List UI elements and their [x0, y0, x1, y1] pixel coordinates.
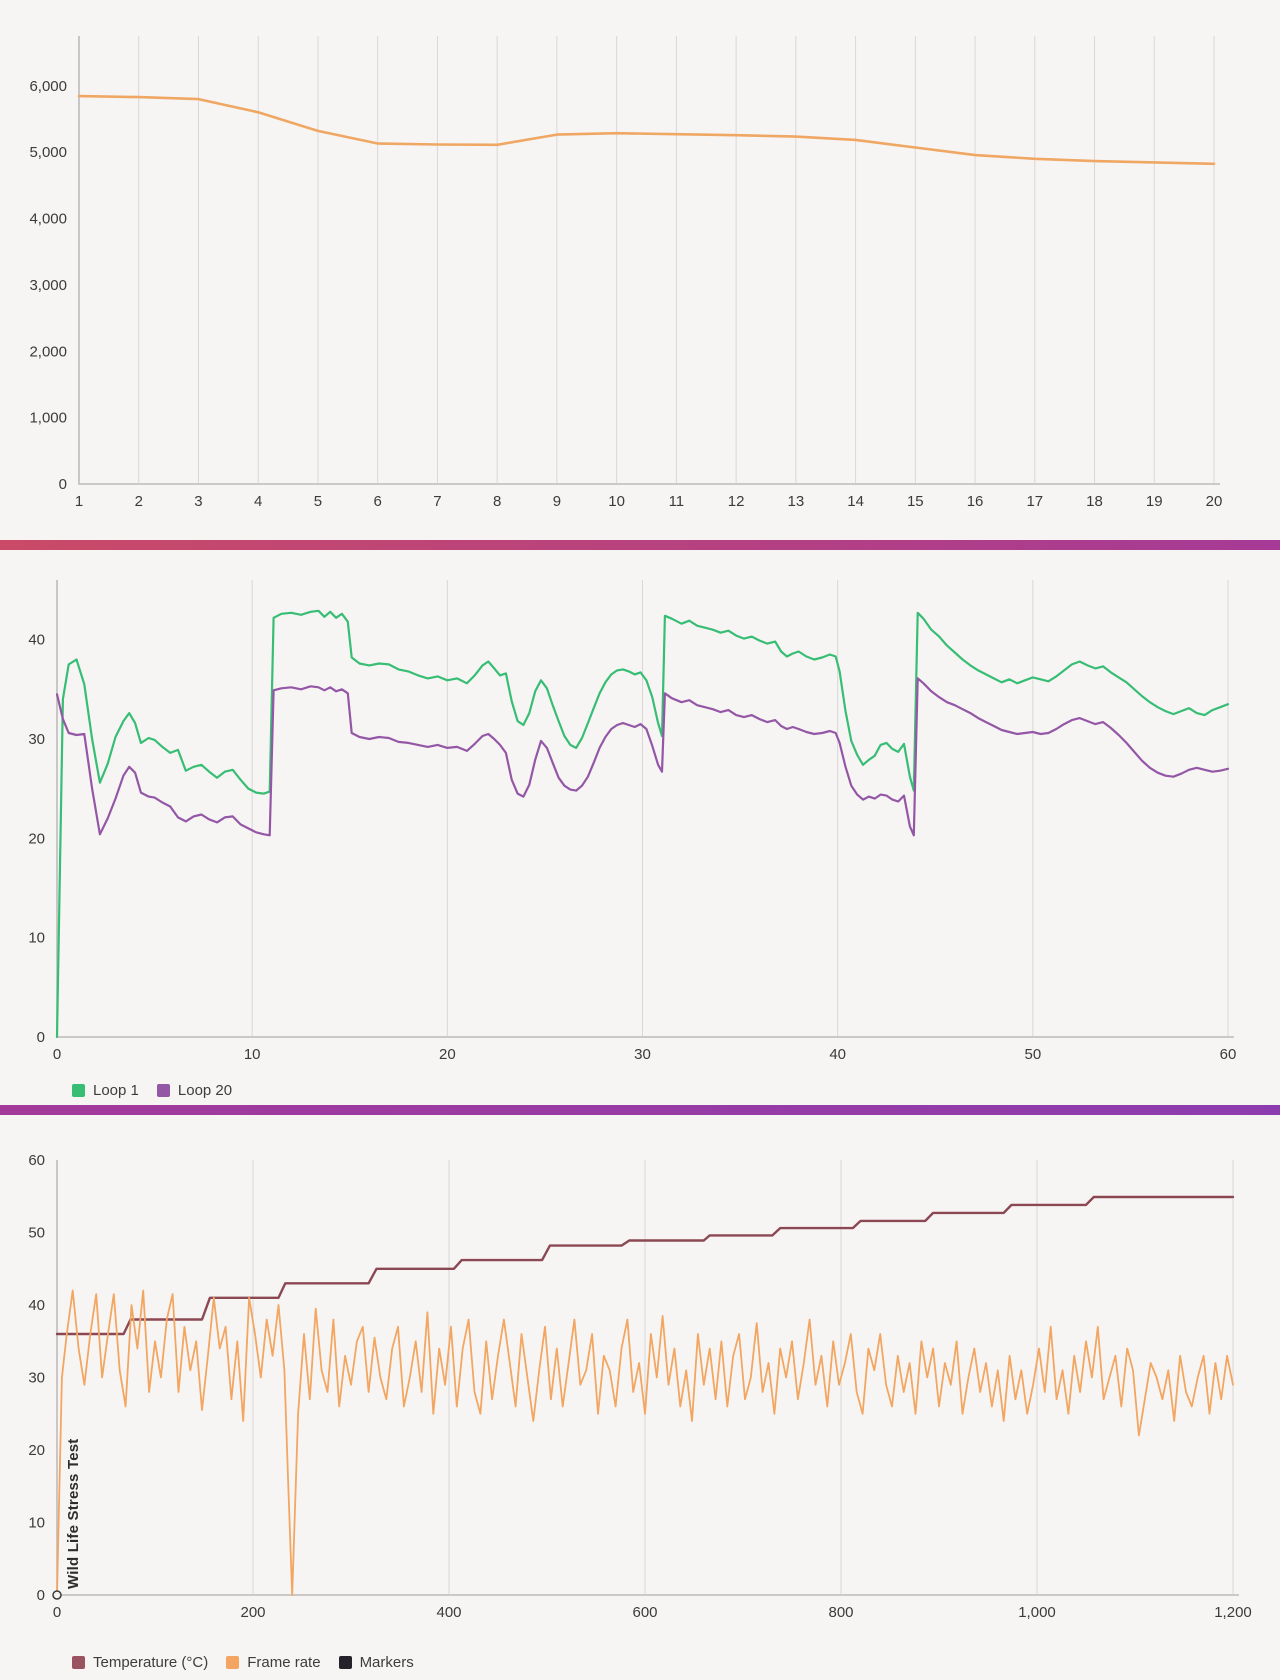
y-tick-label: 30: [28, 731, 45, 748]
x-tick-label: 18: [1086, 493, 1103, 510]
x-tick-label: 0: [53, 1604, 61, 1621]
x-tick-label: 8: [493, 493, 501, 510]
legend-label: Frame rate: [247, 1653, 321, 1671]
x-tick-label: 12: [728, 493, 745, 510]
x-tick-label: 17: [1026, 493, 1043, 510]
x-tick-label: 600: [632, 1604, 657, 1621]
x-tick-label: 5: [314, 493, 322, 510]
axis-title: Wild Life Stress Test: [65, 1439, 82, 1590]
legend-label: Loop 1: [93, 1082, 139, 1099]
x-tick-label: 20: [1206, 493, 1223, 510]
series-loop-score: [77, 94, 1216, 166]
series-frame-rate: [56, 1289, 1234, 1596]
x-tick-label: 11: [669, 493, 685, 510]
x-tick-label: 7: [433, 493, 441, 510]
x-tick-label: 3: [194, 493, 202, 510]
series-loop-1: [55, 609, 1230, 1039]
stress-test-timeline-section: 0 10 20 30 40 50 60 0 200 400 600 800 1,000 1,200 Wild…: [0, 1115, 1280, 1680]
x-tick-label: 1: [75, 493, 83, 510]
x-tick-label: 13: [787, 493, 804, 510]
legend-label: Temperature (°C): [93, 1653, 209, 1671]
x-tick-label: 19: [1146, 493, 1163, 510]
legend-label: Markers: [359, 1653, 414, 1671]
y-tick-label: 2,000: [29, 343, 67, 360]
x-tick-label: 50: [1024, 1046, 1041, 1063]
y-tick-label: 3,000: [29, 277, 67, 294]
y-tick-label: 30: [28, 1370, 45, 1387]
y-tick-label: 1,000: [29, 410, 67, 427]
x-tick-label: 9: [553, 493, 561, 510]
x-tick-label: 30: [634, 1046, 651, 1063]
x-tick-label: 1,200: [1214, 1604, 1252, 1621]
legend-swatch: [338, 1655, 352, 1669]
x-tick-label: 40: [829, 1046, 846, 1063]
series-temperature-c: [55, 1195, 1235, 1336]
y-tick-label: 0: [37, 1029, 45, 1046]
legend-swatch: [156, 1084, 170, 1097]
fps-comparison-chart[interactable]: 0 10 20 30 40 0 10 20 30 40 50 60: [0, 550, 1280, 1070]
legend-swatch: [226, 1655, 240, 1669]
fps-comparison-chart-section: 0 10 20 30 40 0 10 20 30 40 50 60 Loop 1 Loop 20: [0, 550, 1280, 1105]
legend-item-temperature-c: Temperature (°C): [72, 1654, 208, 1671]
x-tick-label: 2: [135, 493, 143, 510]
section-divider: [0, 540, 1280, 550]
x-tick-label: 800: [828, 1604, 853, 1621]
fps-chart-legend: Loop 1 Loop 20: [0, 1070, 1280, 1105]
y-tick-label: 20: [28, 1442, 45, 1459]
legend-item-markers: Markers: [338, 1653, 414, 1671]
y-tick-label: 4,000: [29, 211, 67, 228]
x-tick-label: 14: [847, 493, 864, 510]
marker-point: [52, 1590, 62, 1600]
y-tick-label: 60: [28, 1152, 45, 1169]
y-tick-label: 40: [28, 632, 45, 649]
legend-label: Loop 20: [177, 1082, 233, 1099]
y-tick-label: 10: [28, 1515, 45, 1532]
x-tick-label: 16: [967, 493, 984, 510]
y-tick-label: 0: [59, 476, 67, 493]
y-tick-label: 0: [37, 1587, 45, 1604]
x-tick-label: 10: [608, 493, 625, 510]
legend-item-loop-1: Loop 1: [72, 1082, 139, 1099]
series-loop-20: [55, 677, 1230, 837]
y-tick-label: 40: [28, 1297, 45, 1314]
legend-swatch: [72, 1655, 85, 1669]
x-tick-label: 15: [907, 493, 924, 510]
x-tick-label: 4: [254, 493, 262, 510]
legend-item-frame-rate: Frame rate: [226, 1653, 321, 1671]
timeline-chart-legend: Temperature (°C) Frame rate Markers: [0, 1630, 1280, 1680]
x-tick-label: 1,000: [1018, 1604, 1056, 1621]
y-tick-label: 20: [28, 830, 45, 847]
y-tick-label: 5,000: [29, 144, 67, 161]
x-tick-label: 200: [240, 1604, 265, 1621]
legend-swatch: [72, 1084, 85, 1097]
x-tick-label: 10: [244, 1046, 261, 1063]
y-tick-label: 6,000: [29, 78, 67, 95]
x-tick-label: 400: [436, 1604, 461, 1621]
section-divider: [0, 1105, 1280, 1115]
x-tick-label: 6: [374, 493, 382, 510]
loop-scores-chart-section: 0 1,000 2,000 3,000 4,000 5,000 6,000 1 2 3 4 5 6 7 8 9…: [0, 0, 1280, 540]
x-tick-label: 60: [1220, 1046, 1237, 1063]
y-tick-label: 50: [28, 1225, 45, 1242]
y-tick-label: 10: [28, 930, 45, 947]
x-tick-label: 20: [439, 1046, 456, 1063]
legend-item-loop-20: Loop 20: [156, 1082, 233, 1099]
x-tick-label: 0: [53, 1046, 61, 1063]
